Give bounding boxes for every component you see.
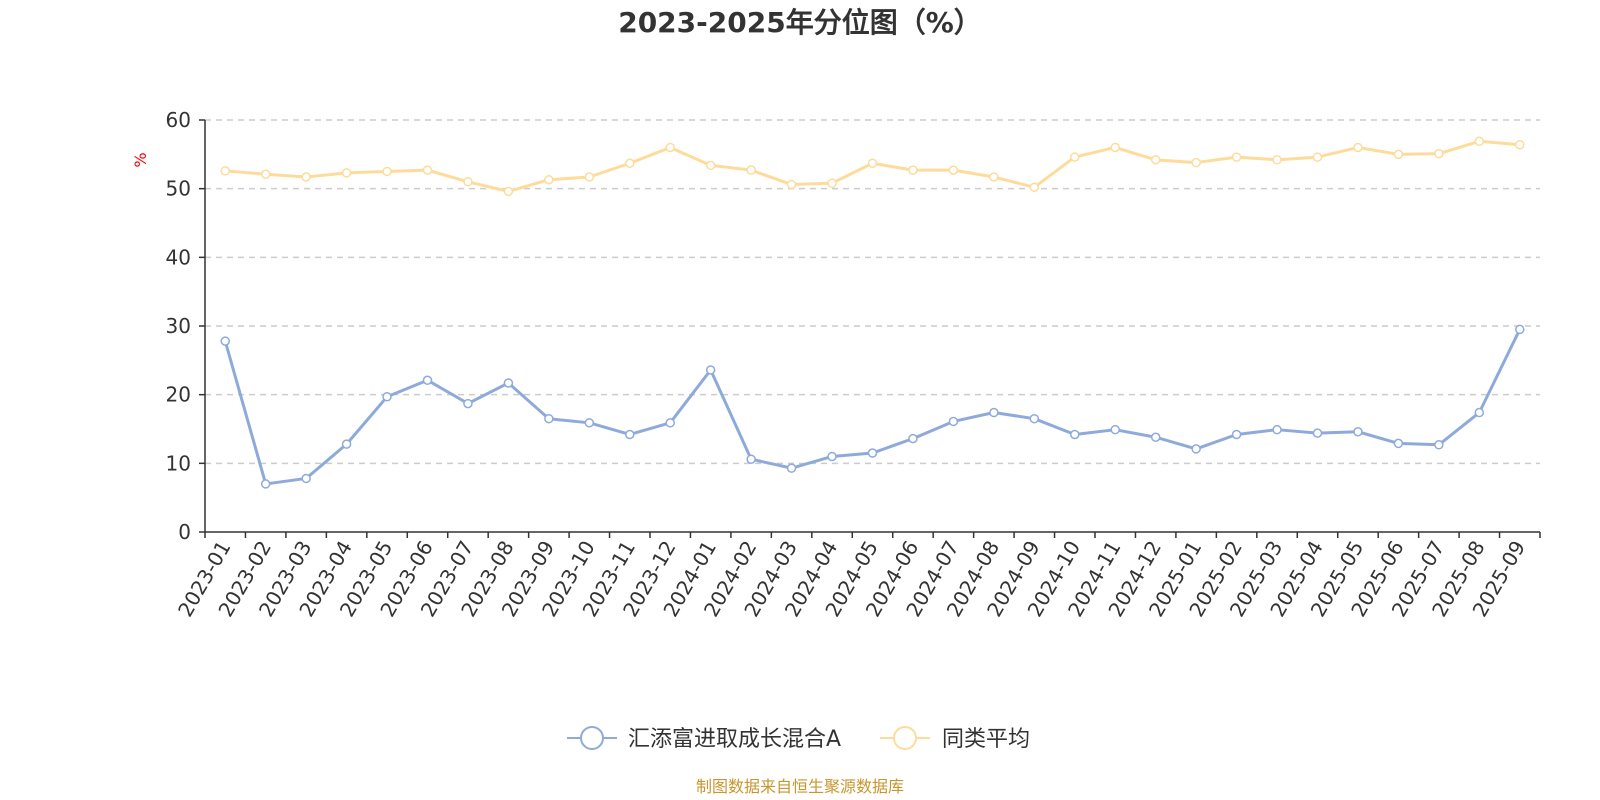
data-point[interactable]: [1312, 152, 1323, 162]
data-point[interactable]: [1474, 136, 1485, 147]
data-point[interactable]: [220, 336, 230, 346]
data-point[interactable]: [1110, 424, 1120, 435]
data-point[interactable]: [705, 365, 716, 375]
y-tick-label: 40: [166, 245, 191, 269]
data-point[interactable]: [867, 448, 878, 458]
source-note: 制图数据来自恒生聚源数据库: [696, 777, 904, 796]
data-point[interactable]: [1150, 432, 1161, 442]
data-point[interactable]: [1393, 149, 1404, 160]
data-point[interactable]: [260, 479, 271, 489]
data-point[interactable]: [463, 177, 473, 187]
legend-label-series-2: 同类平均: [942, 727, 1030, 752]
legend: 汇添富进取成长混合A 同类平均: [567, 726, 1030, 752]
data-point[interactable]: [786, 179, 797, 190]
data-point[interactable]: [1393, 438, 1404, 449]
data-point[interactable]: [1110, 142, 1120, 153]
series-2: [220, 136, 1525, 197]
data-point[interactable]: [382, 391, 392, 402]
data-point[interactable]: [422, 165, 433, 175]
data-point[interactable]: [1272, 424, 1282, 435]
data-point[interactable]: [544, 174, 554, 185]
data-point[interactable]: [625, 158, 635, 169]
y-tick-label: 30: [166, 314, 191, 338]
data-point[interactable]: [220, 166, 230, 176]
data-point[interactable]: [705, 160, 716, 171]
data-point[interactable]: [382, 166, 392, 177]
series-1-line: [223, 328, 1522, 486]
x-axis-ticks: 2023-012023-022023-032023-042023-052023-…: [173, 532, 1541, 621]
data-point[interactable]: [786, 463, 797, 473]
data-point[interactable]: [341, 168, 352, 178]
data-point[interactable]: [1515, 139, 1525, 150]
data-point[interactable]: [301, 473, 311, 484]
data-point[interactable]: [1353, 426, 1363, 437]
data-point[interactable]: [625, 429, 635, 440]
data-point[interactable]: [665, 142, 675, 153]
y-axis-ticks: 0 10 20 30 40 50 60: [166, 108, 205, 544]
series-1: [220, 324, 1525, 489]
data-point[interactable]: [989, 172, 999, 182]
data-point[interactable]: [584, 172, 595, 182]
data-point[interactable]: [260, 169, 271, 179]
data-point[interactable]: [544, 413, 554, 424]
y-tick-label: 60: [166, 108, 191, 132]
data-point[interactable]: [463, 398, 473, 409]
data-point[interactable]: [665, 418, 675, 428]
data-point[interactable]: [301, 172, 311, 182]
y-axis-unit: %: [131, 152, 150, 167]
data-point[interactable]: [867, 158, 878, 169]
data-point[interactable]: [1515, 324, 1525, 335]
data-point[interactable]: [948, 165, 959, 175]
data-point[interactable]: [422, 375, 433, 385]
y-tick-label: 0: [178, 520, 191, 544]
data-point[interactable]: [989, 407, 999, 418]
data-point[interactable]: [1191, 444, 1201, 454]
data-point[interactable]: [341, 439, 352, 449]
data-point[interactable]: [1231, 429, 1242, 440]
data-point[interactable]: [1150, 155, 1161, 165]
legend-item-series-1[interactable]: 汇添富进取成长混合A: [567, 726, 841, 752]
data-point[interactable]: [746, 454, 756, 464]
data-point[interactable]: [1353, 142, 1363, 153]
legend-label-series-1: 汇添富进取成长混合A: [628, 727, 841, 752]
y-tick-label: 10: [166, 451, 191, 475]
data-point[interactable]: [948, 416, 959, 427]
data-point[interactable]: [1070, 429, 1080, 440]
data-point[interactable]: [746, 165, 756, 175]
data-point[interactable]: [1312, 428, 1323, 438]
data-point[interactable]: [908, 433, 918, 444]
data-point[interactable]: [827, 451, 837, 462]
data-point[interactable]: [1434, 440, 1444, 450]
data-point[interactable]: [1191, 157, 1201, 168]
data-point[interactable]: [503, 186, 514, 197]
series: [220, 136, 1525, 489]
data-point[interactable]: [1272, 155, 1282, 165]
legend-item-series-2[interactable]: 同类平均: [880, 726, 1030, 752]
grid: [205, 119, 1540, 465]
y-tick-label: 50: [166, 177, 191, 201]
data-point[interactable]: [1474, 407, 1485, 418]
legend-marker-series-1-icon: [580, 726, 604, 750]
data-point[interactable]: [1434, 148, 1444, 159]
data-point[interactable]: [1070, 152, 1080, 162]
data-point[interactable]: [1029, 413, 1040, 424]
data-point[interactable]: [827, 178, 837, 188]
data-point[interactable]: [908, 165, 918, 175]
legend-marker-series-2-icon: [893, 726, 917, 750]
data-point[interactable]: [503, 378, 514, 388]
y-tick-label: 20: [166, 383, 191, 407]
data-point[interactable]: [584, 418, 595, 428]
data-point[interactable]: [1231, 152, 1242, 162]
chart-title: 2023-2025年分位图（%）: [618, 6, 982, 39]
data-point[interactable]: [1029, 182, 1040, 193]
